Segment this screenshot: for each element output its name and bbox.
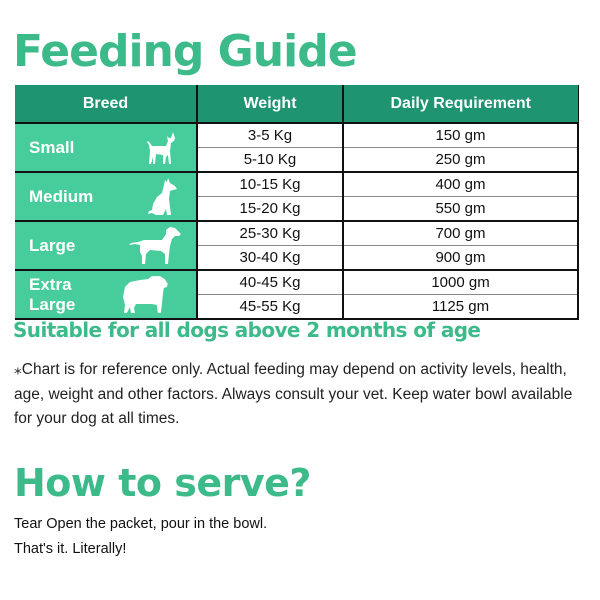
weight-cell: 45-55 Kg <box>197 294 344 320</box>
header-daily-requirement: Daily Requirement <box>343 85 579 124</box>
daily-cell: 550 gm <box>343 196 579 222</box>
extra-large-dog-icon <box>123 275 169 313</box>
feeding-table: Breed Weight Daily Requirement Small 3-5… <box>15 85 579 320</box>
weight-cell: 15-20 Kg <box>197 196 344 222</box>
daily-cell: 400 gm <box>343 172 579 197</box>
header-weight: Weight <box>197 85 344 124</box>
medium-dog-icon <box>148 177 177 215</box>
daily-cell: 900 gm <box>343 245 579 271</box>
breed-cell-large: Large <box>15 221 198 271</box>
serve-line-1: Tear Open the packet, pour in the bowl. <box>14 516 268 532</box>
table-row: Extra Large 40-45 Kg 1000 gm <box>15 270 579 320</box>
breed-cell-small: Small <box>15 123 198 173</box>
table-row: Small 3-5 Kg 150 gm <box>15 123 579 173</box>
table-row: Large 25-30 Kg 700 gm <box>15 221 579 271</box>
breed-label: Medium <box>29 186 94 206</box>
page-title: Feeding Guide <box>13 26 358 77</box>
age-suitability-subtitle: Suitable for all dogs above 2 months of … <box>13 318 481 342</box>
daily-cell: 250 gm <box>343 147 579 173</box>
serve-instructions: Tear Open the packet, pour in the bowl. … <box>14 512 267 562</box>
weight-cell: 3-5 Kg <box>197 123 344 148</box>
breed-cell-extra-large: Extra Large <box>15 270 198 320</box>
table-row: 45-55 Kg 1125 gm <box>15 294 579 320</box>
breed-cell-medium: Medium <box>15 172 198 222</box>
table-row: 5-10 Kg 250 gm <box>15 147 579 173</box>
how-to-serve-heading: How to serve? <box>14 461 311 505</box>
large-dog-icon <box>129 226 181 264</box>
table-row: Medium 10-15 Kg 400 gm <box>15 172 579 222</box>
daily-cell: 700 gm <box>343 221 579 246</box>
weight-cell: 40-45 Kg <box>197 270 344 295</box>
daily-cell: 1125 gm <box>343 294 579 320</box>
breed-label: Extra Large <box>29 274 76 314</box>
serve-line-2: That's it. Literally! <box>14 541 127 557</box>
table-header-row: Breed Weight Daily Requirement <box>15 85 579 124</box>
weight-cell: 10-15 Kg <box>197 172 344 197</box>
weight-cell: 25-30 Kg <box>197 221 344 246</box>
header-breed: Breed <box>15 85 198 124</box>
weight-cell: 5-10 Kg <box>197 147 344 173</box>
small-dog-icon <box>147 131 175 164</box>
weight-cell: 30-40 Kg <box>197 245 344 271</box>
reference-note: ⁎Chart is for reference only. Actual fee… <box>14 361 573 427</box>
table-row: 15-20 Kg 550 gm <box>15 196 579 222</box>
table-row: 30-40 Kg 900 gm <box>15 245 579 271</box>
breed-label: Small <box>29 137 75 157</box>
breed-label: Large <box>29 235 76 255</box>
daily-cell: 1000 gm <box>343 270 579 295</box>
daily-cell: 150 gm <box>343 123 579 148</box>
